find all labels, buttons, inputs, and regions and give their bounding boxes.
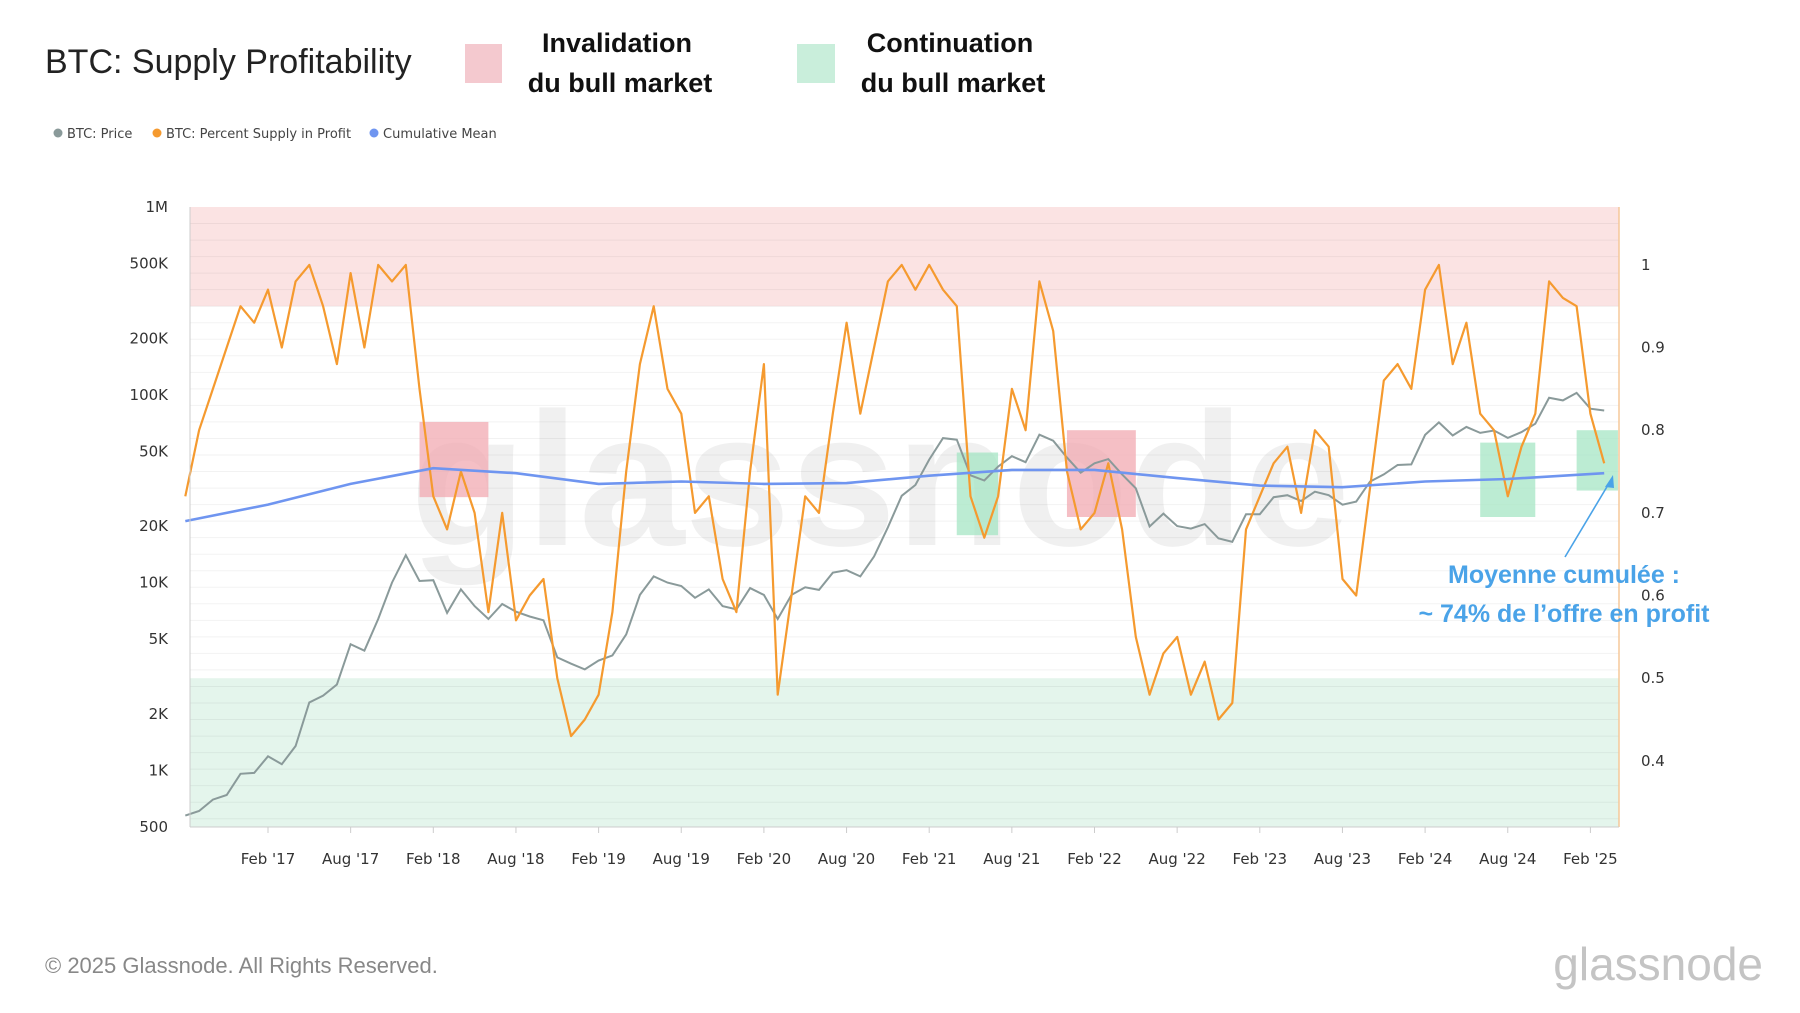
annotation-arrow — [1564, 479, 1612, 558]
x-tick-label: Feb '21 — [902, 850, 957, 868]
series-lines — [184, 263, 1606, 817]
annotation-line2: ~ 74% de l’offre en profit — [1418, 600, 1710, 628]
left-tick-label: 200K — [130, 329, 170, 347]
left-tick-label: 1K — [149, 761, 170, 779]
x-tick-label: Feb '24 — [1398, 850, 1453, 868]
legend-label-price[interactable]: BTC: Price — [67, 127, 132, 142]
annotation-line1: Moyenne cumulée : — [1448, 561, 1680, 589]
gridlines — [190, 223, 1619, 820]
x-tick-label: Feb '18 — [406, 850, 461, 868]
continuation-swatch — [797, 44, 835, 83]
legend: BTC: Price BTC: Percent Supply in Profit… — [53, 127, 497, 142]
right-tick-label: 0.6 — [1641, 587, 1665, 605]
legend-label-cumulative-mean[interactable]: Cumulative Mean — [383, 127, 497, 142]
percent-supply-in-profit-line — [184, 263, 1606, 738]
x-tick-label: Aug '22 — [1149, 850, 1206, 868]
copyright: © 2025 Glassnode. All Rights Reserved. — [45, 953, 438, 978]
right-tick-label: 0.7 — [1641, 504, 1665, 522]
glassnode-logo: glassnode — [1553, 938, 1763, 990]
invalidation-label-line2: du bull market — [528, 68, 713, 98]
right-tick-label: 1 — [1641, 256, 1651, 274]
x-tick-label: Feb '25 — [1563, 850, 1618, 868]
left-tick-label: 5K — [149, 630, 170, 648]
x-tick-label: Feb '19 — [571, 850, 626, 868]
left-tick-label: 100K — [130, 386, 170, 404]
cumulative-mean-line — [185, 466, 1605, 523]
x-tick-label: Feb '22 — [1067, 850, 1122, 868]
continuation-band — [190, 678, 1619, 827]
left-tick-label: 10K — [139, 574, 169, 592]
right-tick-label: 0.8 — [1641, 421, 1665, 439]
chart-title: BTC: Supply Profitability — [45, 43, 412, 81]
right-tick-label: 0.4 — [1641, 752, 1665, 770]
annotation-arrowhead-icon — [1605, 475, 1614, 488]
x-tick-label: Aug '21 — [983, 850, 1040, 868]
axes: 1M 500K 200K 100K 50K 20K 10K 5K 2K 1K 500 1 0.9 0.8 0… — [130, 198, 1665, 868]
left-tick-label: 20K — [139, 517, 169, 535]
invalidation-highlight-box — [419, 421, 489, 498]
legend-dot-price — [53, 128, 63, 138]
x-tick-label: Feb '20 — [737, 850, 792, 868]
invalidation-swatch — [465, 44, 502, 83]
x-tick-label: Aug '20 — [818, 850, 875, 868]
legend-dot-cumulative-mean — [369, 128, 379, 138]
invalidation-label-line1: Invalidation — [542, 28, 692, 58]
x-tick-label: Feb '23 — [1233, 850, 1288, 868]
left-tick-label: 1M — [146, 198, 169, 216]
x-tick-label: Aug '23 — [1314, 850, 1371, 868]
legend-dot-supply-in-profit — [152, 128, 162, 138]
right-tick-label: 0.5 — [1641, 669, 1665, 687]
x-tick-label: Aug '17 — [322, 850, 379, 868]
right-tick-label: 0.9 — [1641, 339, 1665, 357]
x-tick-label: Feb '17 — [241, 850, 296, 868]
left-tick-label: 2K — [149, 705, 170, 723]
invalidation-band — [190, 207, 1619, 307]
x-tick-label: Aug '24 — [1479, 850, 1536, 868]
left-tick-label: 500K — [130, 255, 170, 273]
continuation-label-line1: Continuation — [867, 28, 1033, 58]
zone-bands — [190, 207, 1619, 827]
x-tick-label: Aug '19 — [653, 850, 710, 868]
legend-label-supply-in-profit[interactable]: BTC: Percent Supply in Profit — [166, 127, 351, 142]
continuation-label-line2: du bull market — [861, 68, 1046, 98]
left-tick-label: 500 — [139, 818, 168, 836]
continuation-highlight-box — [956, 452, 999, 536]
x-tick-label: Aug '18 — [487, 850, 544, 868]
left-tick-label: 50K — [139, 442, 169, 460]
